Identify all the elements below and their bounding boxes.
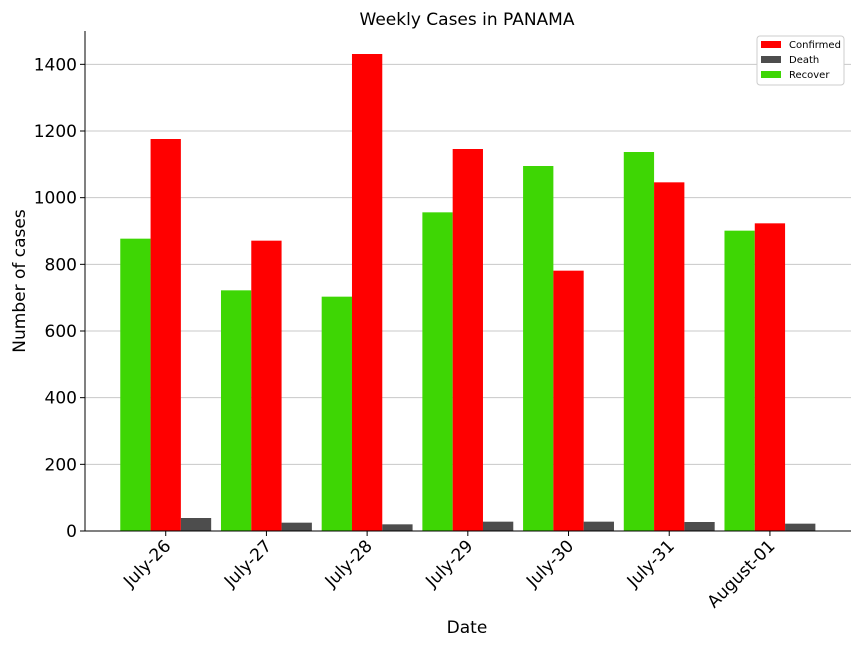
x-tick-labels: July-26 July-27 July-28 July-29 July-30 July-… [119, 536, 779, 612]
bar-death-july-27 [281, 522, 312, 531]
x-tick-label: July-30 [522, 536, 578, 592]
bar-confirmed-july-26 [150, 139, 181, 531]
legend-swatch-confirmed [761, 41, 781, 48]
bar-death-july-28 [382, 524, 413, 531]
bar-confirmed-july-28 [351, 54, 383, 531]
y-tick-label: 1200 [34, 122, 77, 142]
legend-swatch-recover [761, 71, 781, 78]
bar-confirmed-july-30 [553, 270, 584, 531]
bar-confirmed-august-01 [754, 223, 786, 532]
axes [80, 31, 851, 536]
y-tick-label: 200 [45, 455, 77, 475]
y-tick-label: 400 [45, 389, 77, 409]
legend-label-confirmed: Confirmed [789, 40, 841, 51]
bar-recover-july-30 [523, 166, 554, 531]
bar-death-july-26 [180, 518, 212, 531]
x-tick-label: July-28 [321, 536, 377, 592]
y-tick-label: 600 [45, 322, 77, 342]
y-tick-label: 1400 [34, 55, 77, 75]
x-axis-label: Date [447, 618, 488, 638]
y-tick-label: 0 [66, 522, 77, 542]
y-tick-label: 1000 [34, 189, 77, 209]
bar-recover-july-29 [422, 212, 453, 532]
bar-death-july-31 [684, 522, 715, 531]
y-tick-labels: 0 200 400 600 800 1000 1200 1400 [34, 55, 77, 542]
x-tick-label: August-01 [704, 536, 780, 612]
bar-death-july-30 [583, 521, 614, 531]
bars [120, 54, 816, 532]
legend: Confirmed Death Recover [756, 35, 845, 86]
bar-death-july-29 [482, 521, 514, 531]
x-tick-label: July-26 [119, 536, 175, 592]
bar-death-august-01 [785, 523, 816, 531]
bar-confirmed-july-31 [654, 182, 685, 532]
x-tick-label: July-29 [421, 536, 477, 592]
legend-label-death: Death [789, 55, 819, 66]
chart-title: Weekly Cases in PANAMA [360, 10, 575, 30]
x-tick-label: July-31 [623, 536, 679, 592]
y-tick-label: 800 [45, 255, 77, 275]
bar-confirmed-july-29 [452, 149, 483, 531]
bar-recover-july-28 [321, 296, 352, 531]
legend-swatch-death [761, 56, 781, 63]
bar-recover-july-31 [623, 152, 655, 531]
bar-recover-july-26 [120, 238, 151, 531]
bar-confirmed-july-27 [251, 240, 282, 531]
bar-recover-july-27 [220, 290, 252, 531]
y-axis-label: Number of cases [10, 209, 30, 353]
x-tick-label: July-27 [220, 536, 276, 592]
bar-recover-august-01 [724, 230, 755, 531]
legend-label-recover: Recover [789, 70, 830, 81]
